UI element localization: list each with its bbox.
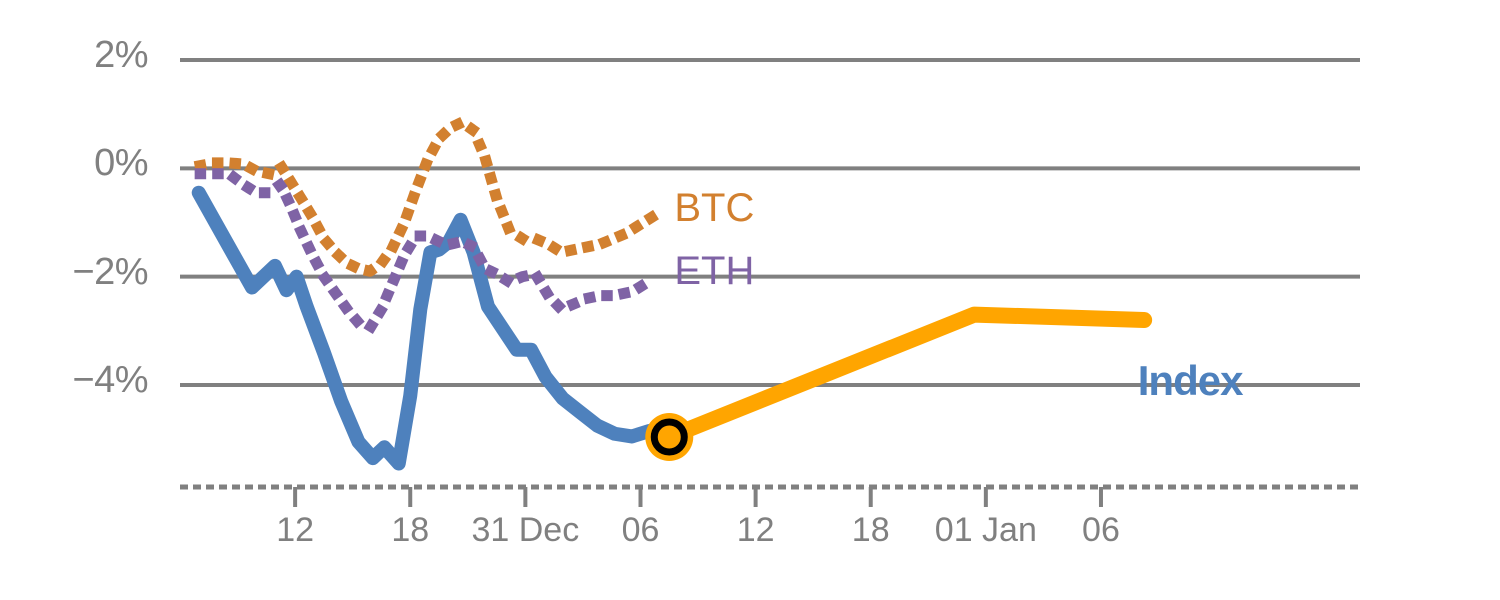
x-axis-label: 31 Dec	[471, 511, 580, 549]
x-axis-label: 18	[391, 511, 430, 549]
x-axis-label: 12	[736, 511, 775, 549]
series-line-btc	[193, 116, 660, 277]
y-axis-label: 0%	[94, 142, 148, 185]
gridlines	[180, 58, 1360, 387]
x-axis-label: 06	[621, 511, 660, 549]
index-series-label: Index	[1137, 357, 1244, 404]
eth-series-label: ETH	[674, 248, 755, 293]
y-axis-label: −2%	[72, 250, 148, 293]
marker-ring[interactable]	[650, 418, 688, 456]
data-series	[191, 116, 1153, 471]
x-axis-label: 18	[851, 511, 890, 549]
x-axis	[180, 484, 1360, 507]
y-axis-label: −4%	[72, 359, 148, 401]
current-value-marker[interactable]	[645, 413, 694, 461]
series-line-eth	[194, 168, 660, 334]
series-line-index-projection	[661, 306, 1153, 445]
x-axis-label: 06	[1082, 511, 1120, 549]
btc-series-label: BTC	[674, 186, 755, 231]
y-axis-label: 2%	[94, 34, 148, 76]
series-line-index	[191, 185, 677, 471]
x-axis-label: 12	[276, 511, 315, 549]
x-axis-label: 01 Jan	[934, 511, 1037, 549]
